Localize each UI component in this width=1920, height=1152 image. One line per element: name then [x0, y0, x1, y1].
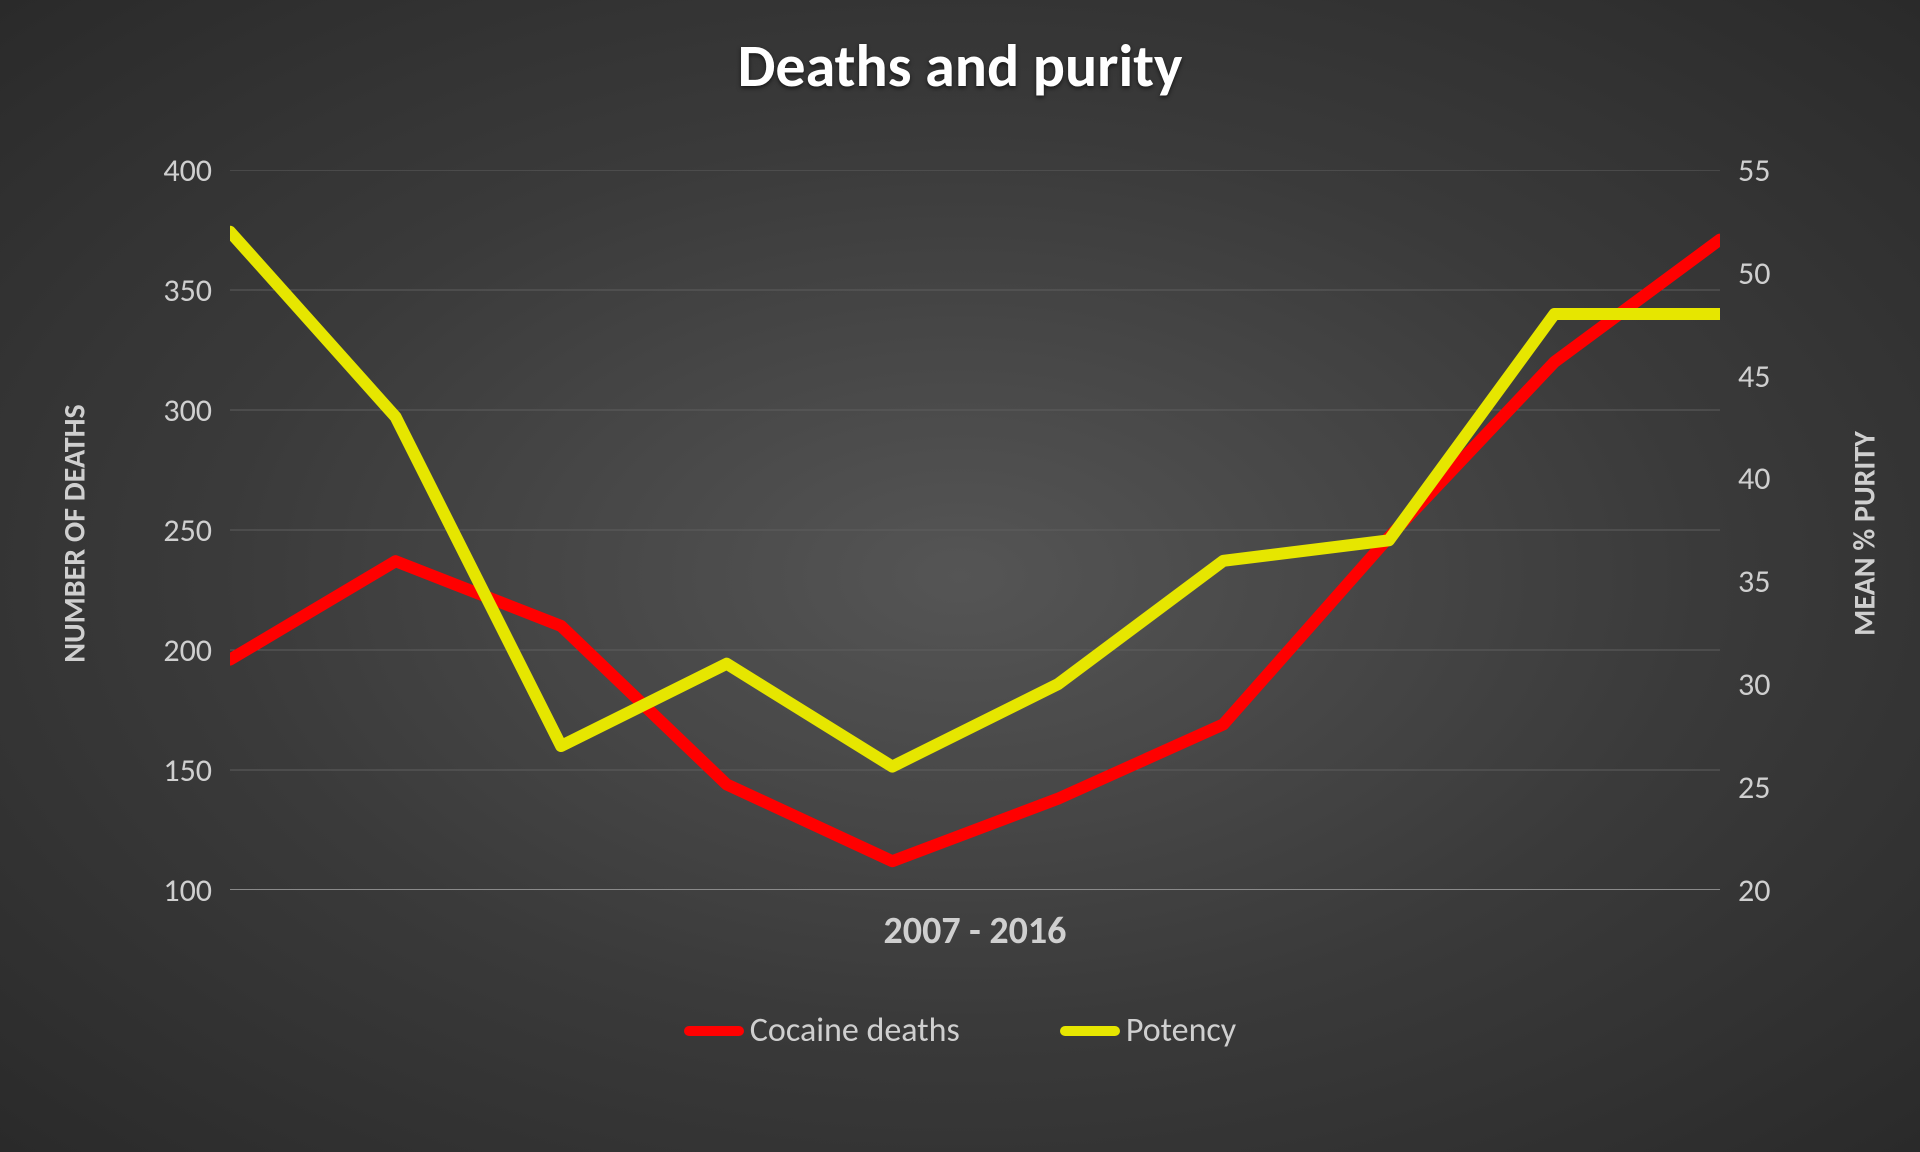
- y2-axis-label: MEAN % PURITY: [1847, 174, 1884, 894]
- y2-tick-label: 20: [1738, 871, 1770, 910]
- y1-tick-label: 350: [163, 271, 212, 310]
- legend-label: Potency: [1126, 1010, 1236, 1051]
- y2-tick-label: 35: [1738, 562, 1770, 601]
- y2-tick-label: 50: [1738, 254, 1770, 293]
- y1-tick-label: 300: [163, 391, 212, 430]
- series-line: [230, 232, 1720, 767]
- y2-tick-label: 40: [1738, 459, 1770, 498]
- y2-tick-label: 30: [1738, 665, 1770, 704]
- y1-tick-label: 250: [163, 511, 212, 550]
- legend-item: Cocaine deaths: [684, 1010, 960, 1051]
- plot-area: [230, 170, 1720, 890]
- y1-axis-label: NUMBER OF DEATHS: [57, 174, 94, 894]
- legend-swatch: [684, 1026, 744, 1036]
- y1-tick-label: 400: [163, 151, 212, 190]
- y2-tick-label: 45: [1738, 357, 1770, 396]
- y2-tick-label: 55: [1738, 151, 1770, 190]
- legend-swatch: [1060, 1026, 1120, 1036]
- y1-tick-label: 200: [163, 631, 212, 670]
- x-axis-label: 2007 - 2016: [230, 908, 1720, 954]
- y1-tick-label: 100: [163, 871, 212, 910]
- legend-label: Cocaine deaths: [750, 1010, 960, 1051]
- legend: Cocaine deaths Potency: [0, 1010, 1920, 1051]
- legend-item: Potency: [1060, 1010, 1236, 1051]
- chart-container: Deaths and purity NUMBER OF DEATHS MEAN …: [0, 0, 1920, 1152]
- series-line: [230, 240, 1720, 862]
- y1-tick-label: 150: [163, 751, 212, 790]
- chart-title: Deaths and purity: [0, 30, 1920, 103]
- y2-tick-label: 25: [1738, 768, 1770, 807]
